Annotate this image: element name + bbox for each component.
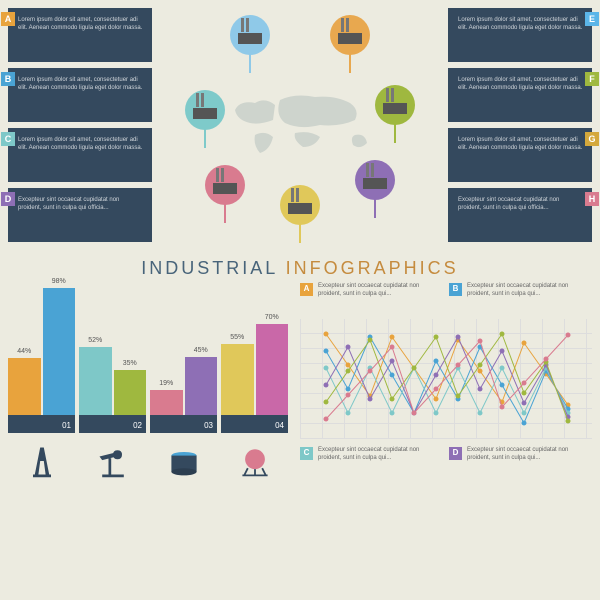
factory-icon [193, 101, 217, 119]
bar-group-01: 44%98%01 [8, 288, 75, 433]
badge-h: H [585, 192, 599, 206]
factory-icon [338, 26, 362, 44]
bar-group-03: 19%45%03 [150, 357, 217, 434]
gas-sphere-icon [221, 441, 288, 481]
bar: 45% [185, 357, 218, 416]
badge-e: E [585, 12, 599, 26]
badge-f: F [585, 72, 599, 86]
info-box-a: ALorem ipsum dolor sit amet, consectetue… [8, 8, 152, 62]
mini-box-d: DExcepteur sint occaecat cupidatat non p… [449, 447, 592, 475]
pump-jack-icon [79, 441, 146, 481]
factory-icon [238, 26, 262, 44]
line-chart [300, 319, 592, 439]
info-box-d: DExcepteur sint occaecat cupidatat non p… [8, 188, 152, 242]
info-box-c: CLorem ipsum dolor sit amet, consectetue… [8, 128, 152, 182]
info-box-b: BLorem ipsum dolor sit amet, consectetue… [8, 68, 152, 122]
oil-derrick-icon [8, 441, 75, 481]
bar: 52% [79, 347, 112, 415]
bar: 98% [43, 288, 76, 415]
mini-box-a: AExcepteur sint occaecat cupidatat non p… [300, 283, 443, 311]
bar: 55% [221, 344, 254, 416]
factory-icon [213, 176, 237, 194]
bar: 70% [256, 324, 289, 415]
world-map-silhouette [225, 85, 375, 165]
bar-group-02: 52%35%02 [79, 347, 146, 433]
bar: 35% [114, 370, 147, 416]
bar: 19% [150, 390, 183, 415]
storage-tank-icon [150, 441, 217, 481]
badge-b: B [1, 72, 15, 86]
mini-box-b: BExcepteur sint occaecat cupidatat non p… [449, 283, 592, 311]
badge-d: D [1, 192, 15, 206]
info-box-g: GLorem ipsum dolor sit amet, consectetue… [448, 128, 592, 182]
world-map-area [160, 0, 440, 250]
bar-chart: 44%98%0152%35%0219%45%0355%70%04 [8, 283, 288, 433]
info-box-f: FLorem ipsum dolor sit amet, consectetue… [448, 68, 592, 122]
map-pin-3 [375, 85, 415, 125]
bar: 44% [8, 358, 41, 415]
badge-g: G [585, 132, 599, 146]
factory-icon [363, 171, 387, 189]
map-pin-0 [230, 15, 270, 55]
info-box-h: HExcepteur sint occaecat cupidatat non p… [448, 188, 592, 242]
mini-box-c: CExcepteur sint occaecat cupidatat non p… [300, 447, 443, 475]
badge-c: C [1, 132, 15, 146]
map-pin-2 [185, 90, 225, 130]
map-pin-5 [280, 185, 320, 225]
main-title: INDUSTRIAL INFOGRAPHICS [0, 258, 600, 279]
info-box-e: ELorem ipsum dolor sit amet, consectetue… [448, 8, 592, 62]
map-pin-6 [355, 160, 395, 200]
badge-a: A [1, 12, 15, 26]
map-pin-1 [330, 15, 370, 55]
map-pin-4 [205, 165, 245, 205]
bar-group-04: 55%70%04 [221, 324, 288, 433]
factory-icon [383, 96, 407, 114]
factory-icon [288, 196, 312, 214]
